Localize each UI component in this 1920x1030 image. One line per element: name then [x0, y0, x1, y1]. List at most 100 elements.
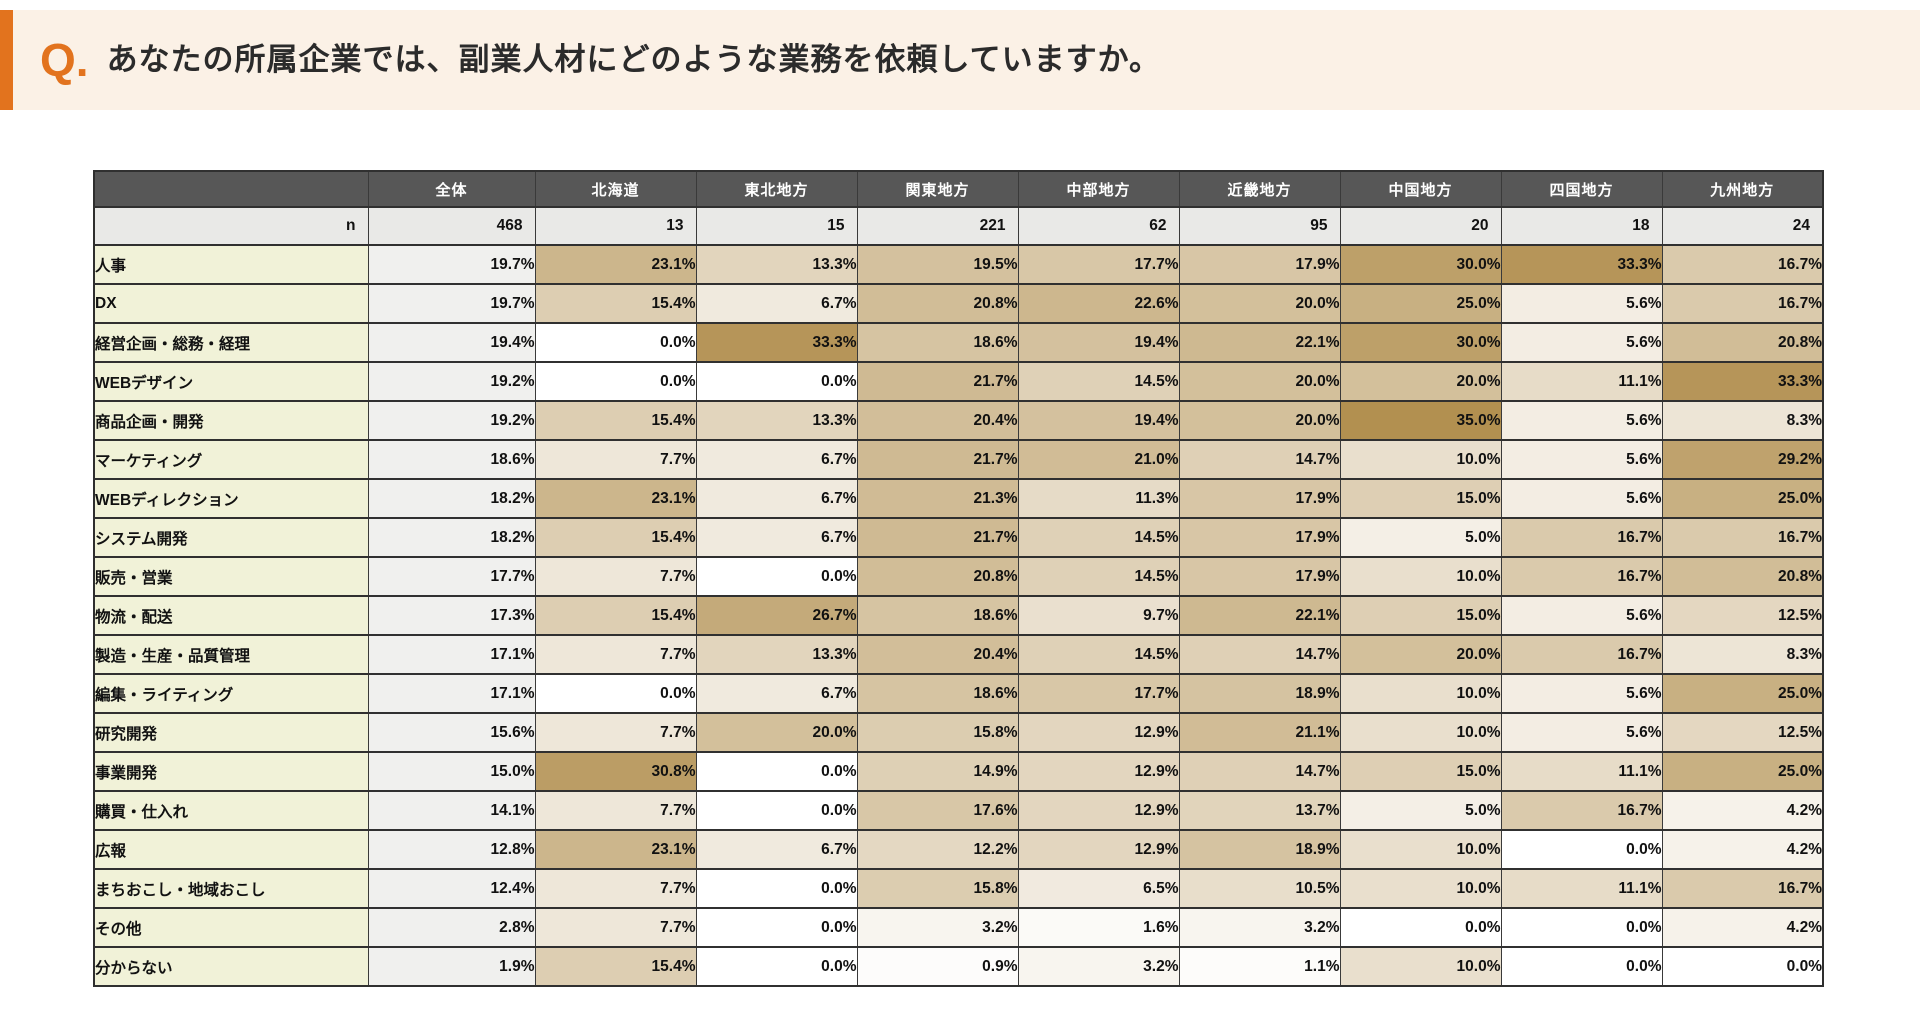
value-cell: 9.7%: [1017, 595, 1180, 636]
n-label: n: [93, 206, 369, 246]
value-cell: 17.7%: [1017, 244, 1180, 285]
value-cell: 19.2%: [367, 400, 536, 441]
value-cell: 35.0%: [1339, 400, 1502, 441]
category-label: マーケティング: [93, 439, 369, 480]
value-cell: 23.1%: [534, 478, 697, 519]
value-cell: 13.3%: [695, 400, 858, 441]
value-cell: 22.6%: [1017, 283, 1180, 324]
survey-table: 全体 北海道 東北地方 関東地方 中部地方 近畿地方 中国地方 四国地方 九州地方 n 468 13…: [93, 170, 1824, 987]
value-cell: 5.6%: [1500, 283, 1663, 324]
value-cell: 19.4%: [1017, 400, 1180, 441]
table-row: マーケティング 18.6% 7.7% 6.7% 21.7% 21.0% 14.7% 10.0%…: [93, 439, 1824, 480]
value-cell: 18.6%: [856, 673, 1019, 714]
value-cell: 15.4%: [534, 946, 697, 987]
table-row: まちおこし・地域おこし 12.4% 7.7% 0.0% 15.8% 6.5% 10.5% 10…: [93, 868, 1824, 909]
value-cell: 25.0%: [1661, 673, 1824, 714]
category-label: 製造・生産・品質管理: [93, 634, 369, 675]
value-cell: 10.0%: [1339, 829, 1502, 870]
value-cell: 6.7%: [695, 517, 858, 558]
value-cell: 16.7%: [1500, 556, 1663, 597]
value-cell: 6.7%: [695, 829, 858, 870]
value-cell: 17.6%: [856, 790, 1019, 831]
value-cell: 12.9%: [1017, 829, 1180, 870]
category-label: 商品企画・開発: [93, 400, 369, 441]
value-cell: 17.9%: [1178, 517, 1341, 558]
table-row: その他 2.8% 7.7% 0.0% 3.2% 1.6% 3.2% 0.0% 0.0% 4.2%: [93, 907, 1824, 948]
value-cell: 30.8%: [534, 751, 697, 792]
category-label: 事業開発: [93, 751, 369, 792]
value-cell: 11.1%: [1500, 361, 1663, 402]
value-cell: 15.0%: [1339, 595, 1502, 636]
value-cell: 15.0%: [1339, 478, 1502, 519]
value-cell: 0.0%: [534, 673, 697, 714]
value-cell: 19.2%: [367, 361, 536, 402]
value-cell: 12.9%: [1017, 751, 1180, 792]
value-cell: 18.9%: [1178, 829, 1341, 870]
value-cell: 10.5%: [1178, 868, 1341, 909]
value-cell: 0.0%: [1339, 907, 1502, 948]
value-cell: 21.3%: [856, 478, 1019, 519]
value-cell: 4.2%: [1661, 907, 1824, 948]
value-cell: 7.7%: [534, 439, 697, 480]
value-cell: 16.7%: [1661, 517, 1824, 558]
value-cell: 17.1%: [367, 634, 536, 675]
value-cell: 6.7%: [695, 439, 858, 480]
value-cell: 20.8%: [1661, 556, 1824, 597]
category-label: 分からない: [93, 946, 369, 987]
value-cell: 14.7%: [1178, 439, 1341, 480]
value-cell: 16.7%: [1661, 283, 1824, 324]
value-cell: 20.0%: [695, 712, 858, 753]
n-value-8: 24: [1661, 206, 1824, 246]
category-label: WEBディレクション: [93, 478, 369, 519]
table-head: 全体 北海道 東北地方 関東地方 中部地方 近畿地方 中国地方 四国地方 九州地方: [93, 170, 1824, 208]
value-cell: 5.6%: [1500, 322, 1663, 363]
value-cell: 20.0%: [1178, 361, 1341, 402]
table-body: n 468 13 15 221 62 95 20 18 24 人事 19.7% 23.1% 13.3% 19…: [93, 206, 1824, 987]
value-cell: 5.6%: [1500, 478, 1663, 519]
region-header-1: 北海道: [534, 170, 697, 208]
header-corner-cell: [93, 170, 369, 208]
value-cell: 0.0%: [695, 907, 858, 948]
value-cell: 5.6%: [1500, 439, 1663, 480]
category-label: 編集・ライティング: [93, 673, 369, 714]
value-cell: 5.6%: [1500, 400, 1663, 441]
value-cell: 15.4%: [534, 400, 697, 441]
value-cell: 0.9%: [856, 946, 1019, 987]
value-cell: 20.4%: [856, 634, 1019, 675]
value-cell: 12.5%: [1661, 712, 1824, 753]
value-cell: 10.0%: [1339, 556, 1502, 597]
table-row: 事業開発 15.0% 30.8% 0.0% 14.9% 12.9% 14.7% 15.0% 11…: [93, 751, 1824, 792]
value-cell: 21.7%: [856, 517, 1019, 558]
value-cell: 12.9%: [1017, 712, 1180, 753]
value-cell: 17.1%: [367, 673, 536, 714]
n-row: n 468 13 15 221 62 95 20 18 24: [93, 206, 1824, 246]
table-row: 購買・仕入れ 14.1% 7.7% 0.0% 17.6% 12.9% 13.7% 5.0% 16…: [93, 790, 1824, 831]
value-cell: 2.8%: [367, 907, 536, 948]
value-cell: 10.0%: [1339, 673, 1502, 714]
value-cell: 19.7%: [367, 283, 536, 324]
value-cell: 0.0%: [1500, 829, 1663, 870]
value-cell: 17.7%: [1017, 673, 1180, 714]
value-cell: 3.2%: [1017, 946, 1180, 987]
value-cell: 15.0%: [367, 751, 536, 792]
value-cell: 21.7%: [856, 361, 1019, 402]
table-row: 経営企画・総務・経理 19.4% 0.0% 33.3% 18.6% 19.4% 22.1% 3…: [93, 322, 1824, 363]
value-cell: 11.3%: [1017, 478, 1180, 519]
value-cell: 10.0%: [1339, 868, 1502, 909]
value-cell: 1.1%: [1178, 946, 1341, 987]
table-row: 製造・生産・品質管理 17.1% 7.7% 13.3% 20.4% 14.5% 14.7% 2…: [93, 634, 1824, 675]
value-cell: 16.7%: [1661, 244, 1824, 285]
value-cell: 33.3%: [1500, 244, 1663, 285]
value-cell: 7.7%: [534, 712, 697, 753]
value-cell: 7.7%: [534, 907, 697, 948]
table-row: WEBディレクション 18.2% 23.1% 6.7% 21.3% 11.3% 17.9% 1…: [93, 478, 1824, 519]
value-cell: 20.0%: [1339, 634, 1502, 675]
region-header-5: 近畿地方: [1178, 170, 1341, 208]
region-header-0: 全体: [367, 170, 536, 208]
value-cell: 6.7%: [695, 673, 858, 714]
value-cell: 6.7%: [695, 478, 858, 519]
value-cell: 5.0%: [1339, 790, 1502, 831]
value-cell: 4.2%: [1661, 790, 1824, 831]
value-cell: 25.0%: [1339, 283, 1502, 324]
value-cell: 29.2%: [1661, 439, 1824, 480]
